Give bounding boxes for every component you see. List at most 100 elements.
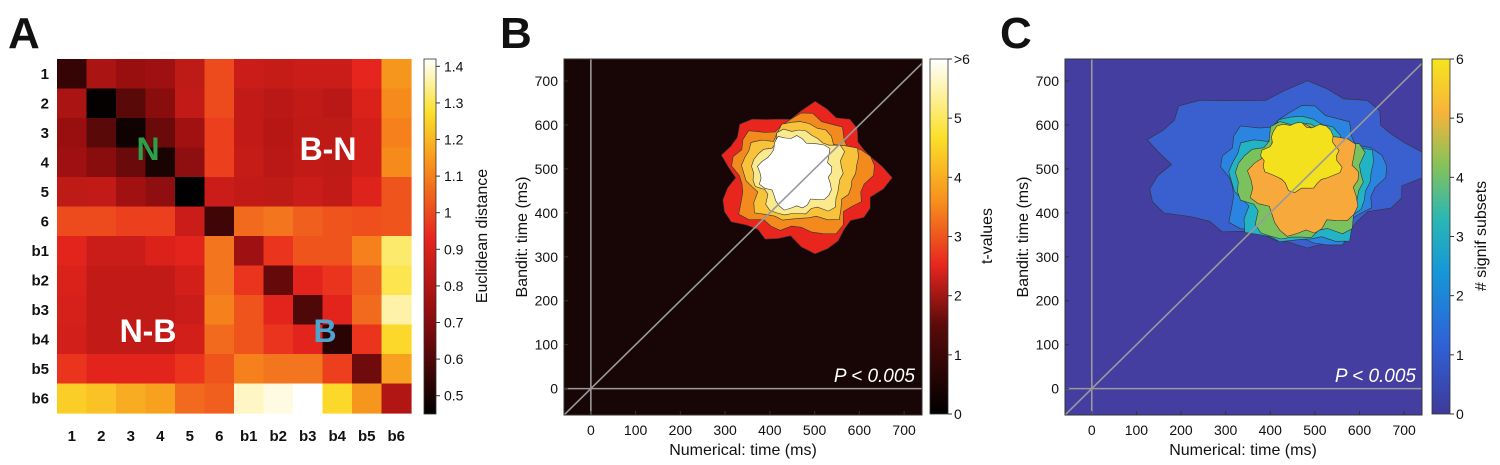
colorbar-b-label: t-values [979,208,996,264]
y-tick-label: 100 [535,337,559,353]
y-tick-label: 700 [1036,73,1060,89]
matrix-cell [86,383,117,414]
matrix-cell [234,265,265,296]
matrix-cell [86,265,117,296]
matrix-cell [57,236,88,267]
x-ticks-c: 0 100 200 300 400 500 600 700 [1088,411,1416,438]
matrix-cell [145,206,176,237]
matrix-cell [381,118,412,149]
matrix-cell [293,295,324,326]
matrix-cell [352,295,383,326]
matrix-cell [293,88,324,119]
column-label: b4 [328,428,346,445]
matrix-cell [175,59,206,90]
colorbar-tick-label: >6 [954,51,970,67]
matrix-cell [263,59,294,90]
row-label: 5 [41,184,49,201]
colorbar-tick-label: 1 [954,347,962,363]
column-label: 1 [68,428,76,445]
matrix-cell [263,177,294,208]
matrix-cell [234,324,265,355]
x-tick-label: 100 [1125,422,1149,438]
matrix-row-labels: 1 2 3 4 5 6 b1 b2 b3 b4 b5 b6 [31,66,49,408]
matrix-cell [322,88,353,119]
x-tick-label: 200 [1169,422,1193,438]
matrix-cell [57,59,88,90]
y-tick-label: 200 [1036,293,1060,309]
matrix-cell [175,236,206,267]
matrix-cell [234,236,265,267]
matrix-cell [293,265,324,296]
panel-b: B 0 100 200 300 400 500 600 700 010020030040050… [500,9,996,459]
matrix-cell [116,88,147,119]
x-tick-label: 400 [758,422,782,438]
matrix-cell [381,295,412,326]
matrix-cell [263,324,294,355]
x-tick-label: 400 [1259,422,1283,438]
colorbar-tick-label: 0.8 [444,278,464,294]
matrix-cell [57,177,88,208]
matrix-cell [322,118,353,149]
column-label: 6 [215,428,223,445]
column-label: b2 [269,428,287,445]
x-tick-label: 0 [1088,422,1096,438]
x-tick-label: 200 [669,422,693,438]
matrix-cell [381,236,412,267]
matrix-cell [145,383,176,414]
matrix-cell [175,206,206,237]
colorbar-tick-label: 5 [1456,110,1464,126]
matrix-cell [234,147,265,178]
matrix-cell [116,295,147,326]
y-ticks-c: 0 100 200 300 400 500 600 700 [1036,73,1069,397]
x-tick-label: 600 [1348,422,1372,438]
x-tick-label: 0 [587,422,595,438]
matrix-cell [175,354,206,385]
matrix-cell [293,147,324,178]
colorbar-tick-label: 5 [954,110,962,126]
row-label: 6 [41,213,49,230]
matrix-cell [322,59,353,90]
panel-c: C 0 100 200 300 400 500 600 700 010020030040050… [1000,9,1490,459]
column-label: 4 [156,428,165,445]
matrix-cell [263,118,294,149]
matrix-cell [86,118,117,149]
reference-lines-c [1065,59,1422,415]
matrix-cell [293,324,324,355]
x-tick-label: 300 [1214,422,1238,438]
colorbar-tick-label: 0 [954,406,962,422]
panel-letter-a: A [8,9,40,58]
matrix-cell [204,147,235,178]
y-tick-label: 600 [535,117,559,133]
matrix-cell [263,236,294,267]
colorbar-tick-label: 1.2 [444,132,464,148]
matrix-cell [381,147,412,178]
panel-letter-b: B [500,9,532,58]
matrix-cell [234,354,265,385]
matrix-cell [293,177,324,208]
matrix-cell [293,354,324,385]
matrix-cell [204,59,235,90]
matrix-cell [322,177,353,208]
matrix-cell [145,147,176,178]
colorbar-tick-label: 1.1 [444,168,464,184]
x-tick-label: 500 [1303,422,1327,438]
colorbar-tick-label: 0.6 [444,351,464,367]
matrix-cell [86,295,117,326]
matrix-cell [57,206,88,237]
y-ticks-b: 0 100 200 300 400 500 600 700 [535,73,568,397]
x-tick-label: 500 [803,422,827,438]
x-axis-label-c: Numerical: time (ms) [1169,442,1317,459]
matrix-cell [204,236,235,267]
colorbar-tick-label: 3 [954,229,962,245]
matrix-cell [322,354,353,385]
matrix-cell [145,324,176,355]
colorbar-a-label: Euclidean distance [474,169,491,303]
matrix-cell [86,59,117,90]
matrix-cell [145,88,176,119]
matrix-cell [352,324,383,355]
column-label: 3 [127,428,135,445]
matrix-cell [234,88,265,119]
matrix-cell [204,88,235,119]
matrix-cell [381,206,412,237]
